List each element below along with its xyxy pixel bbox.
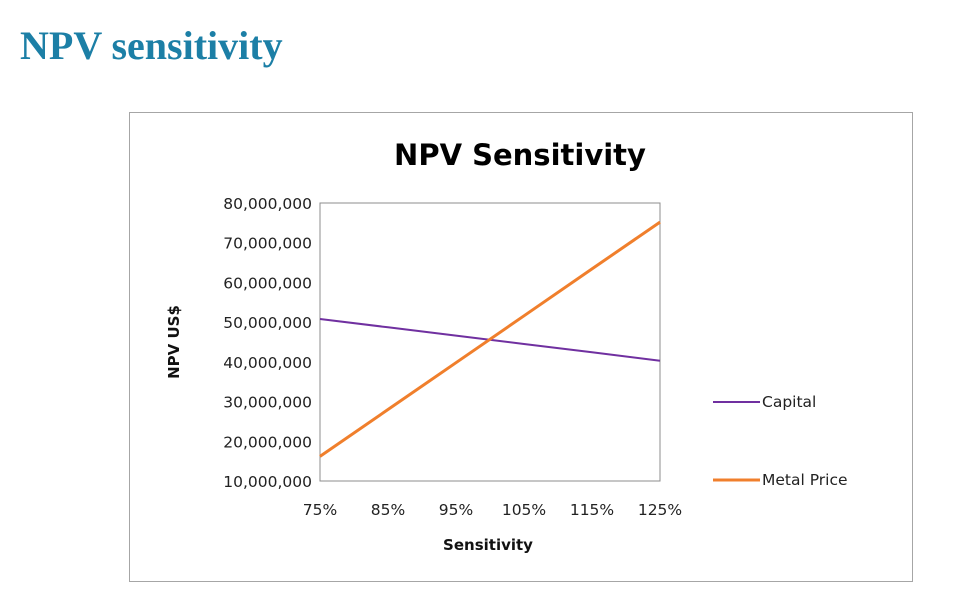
y-tick-label: 80,000,000 (223, 195, 312, 213)
chart-frame: NPV Sensitivity 10,000,000 20,000,000 30,0… (129, 112, 913, 582)
legend-label-metal-price: Metal Price (762, 471, 848, 489)
legend: Capital Metal Price (713, 393, 848, 489)
slide-title: NPV sensitivity (20, 23, 283, 68)
y-tick-label: 40,000,000 (223, 354, 312, 372)
npv-sensitivity-chart: NPV Sensitivity 10,000,000 20,000,000 30,0… (165, 138, 848, 554)
series-line-metal-price (319, 220, 661, 458)
y-axis-ticks: 10,000,000 20,000,000 30,000,000 40,000,000… (223, 195, 312, 491)
x-tick-label: 125% (638, 501, 682, 519)
x-axis-ticks: 75% 85% 95% 105% 115% 125% (303, 501, 682, 519)
legend-label-capital: Capital (762, 393, 816, 411)
y-tick-label: 20,000,000 (223, 433, 312, 451)
plot-area (319, 202, 661, 482)
y-tick-label: 10,000,000 (223, 473, 312, 491)
x-tick-label: 85% (371, 501, 405, 519)
x-axis-title: Sensitivity (443, 536, 533, 554)
x-tick-label: 75% (303, 501, 337, 519)
series-lines (319, 220, 661, 458)
y-tick-label: 30,000,000 (223, 394, 312, 412)
x-tick-label: 115% (570, 501, 614, 519)
x-tick-label: 95% (439, 501, 473, 519)
y-tick-label: 70,000,000 (223, 235, 312, 253)
chart-title: NPV Sensitivity (394, 138, 646, 172)
y-tick-label: 60,000,000 (223, 274, 312, 292)
y-axis-title: NPV US$ (165, 305, 183, 379)
y-tick-label: 50,000,000 (223, 314, 312, 332)
x-tick-label: 105% (502, 501, 546, 519)
